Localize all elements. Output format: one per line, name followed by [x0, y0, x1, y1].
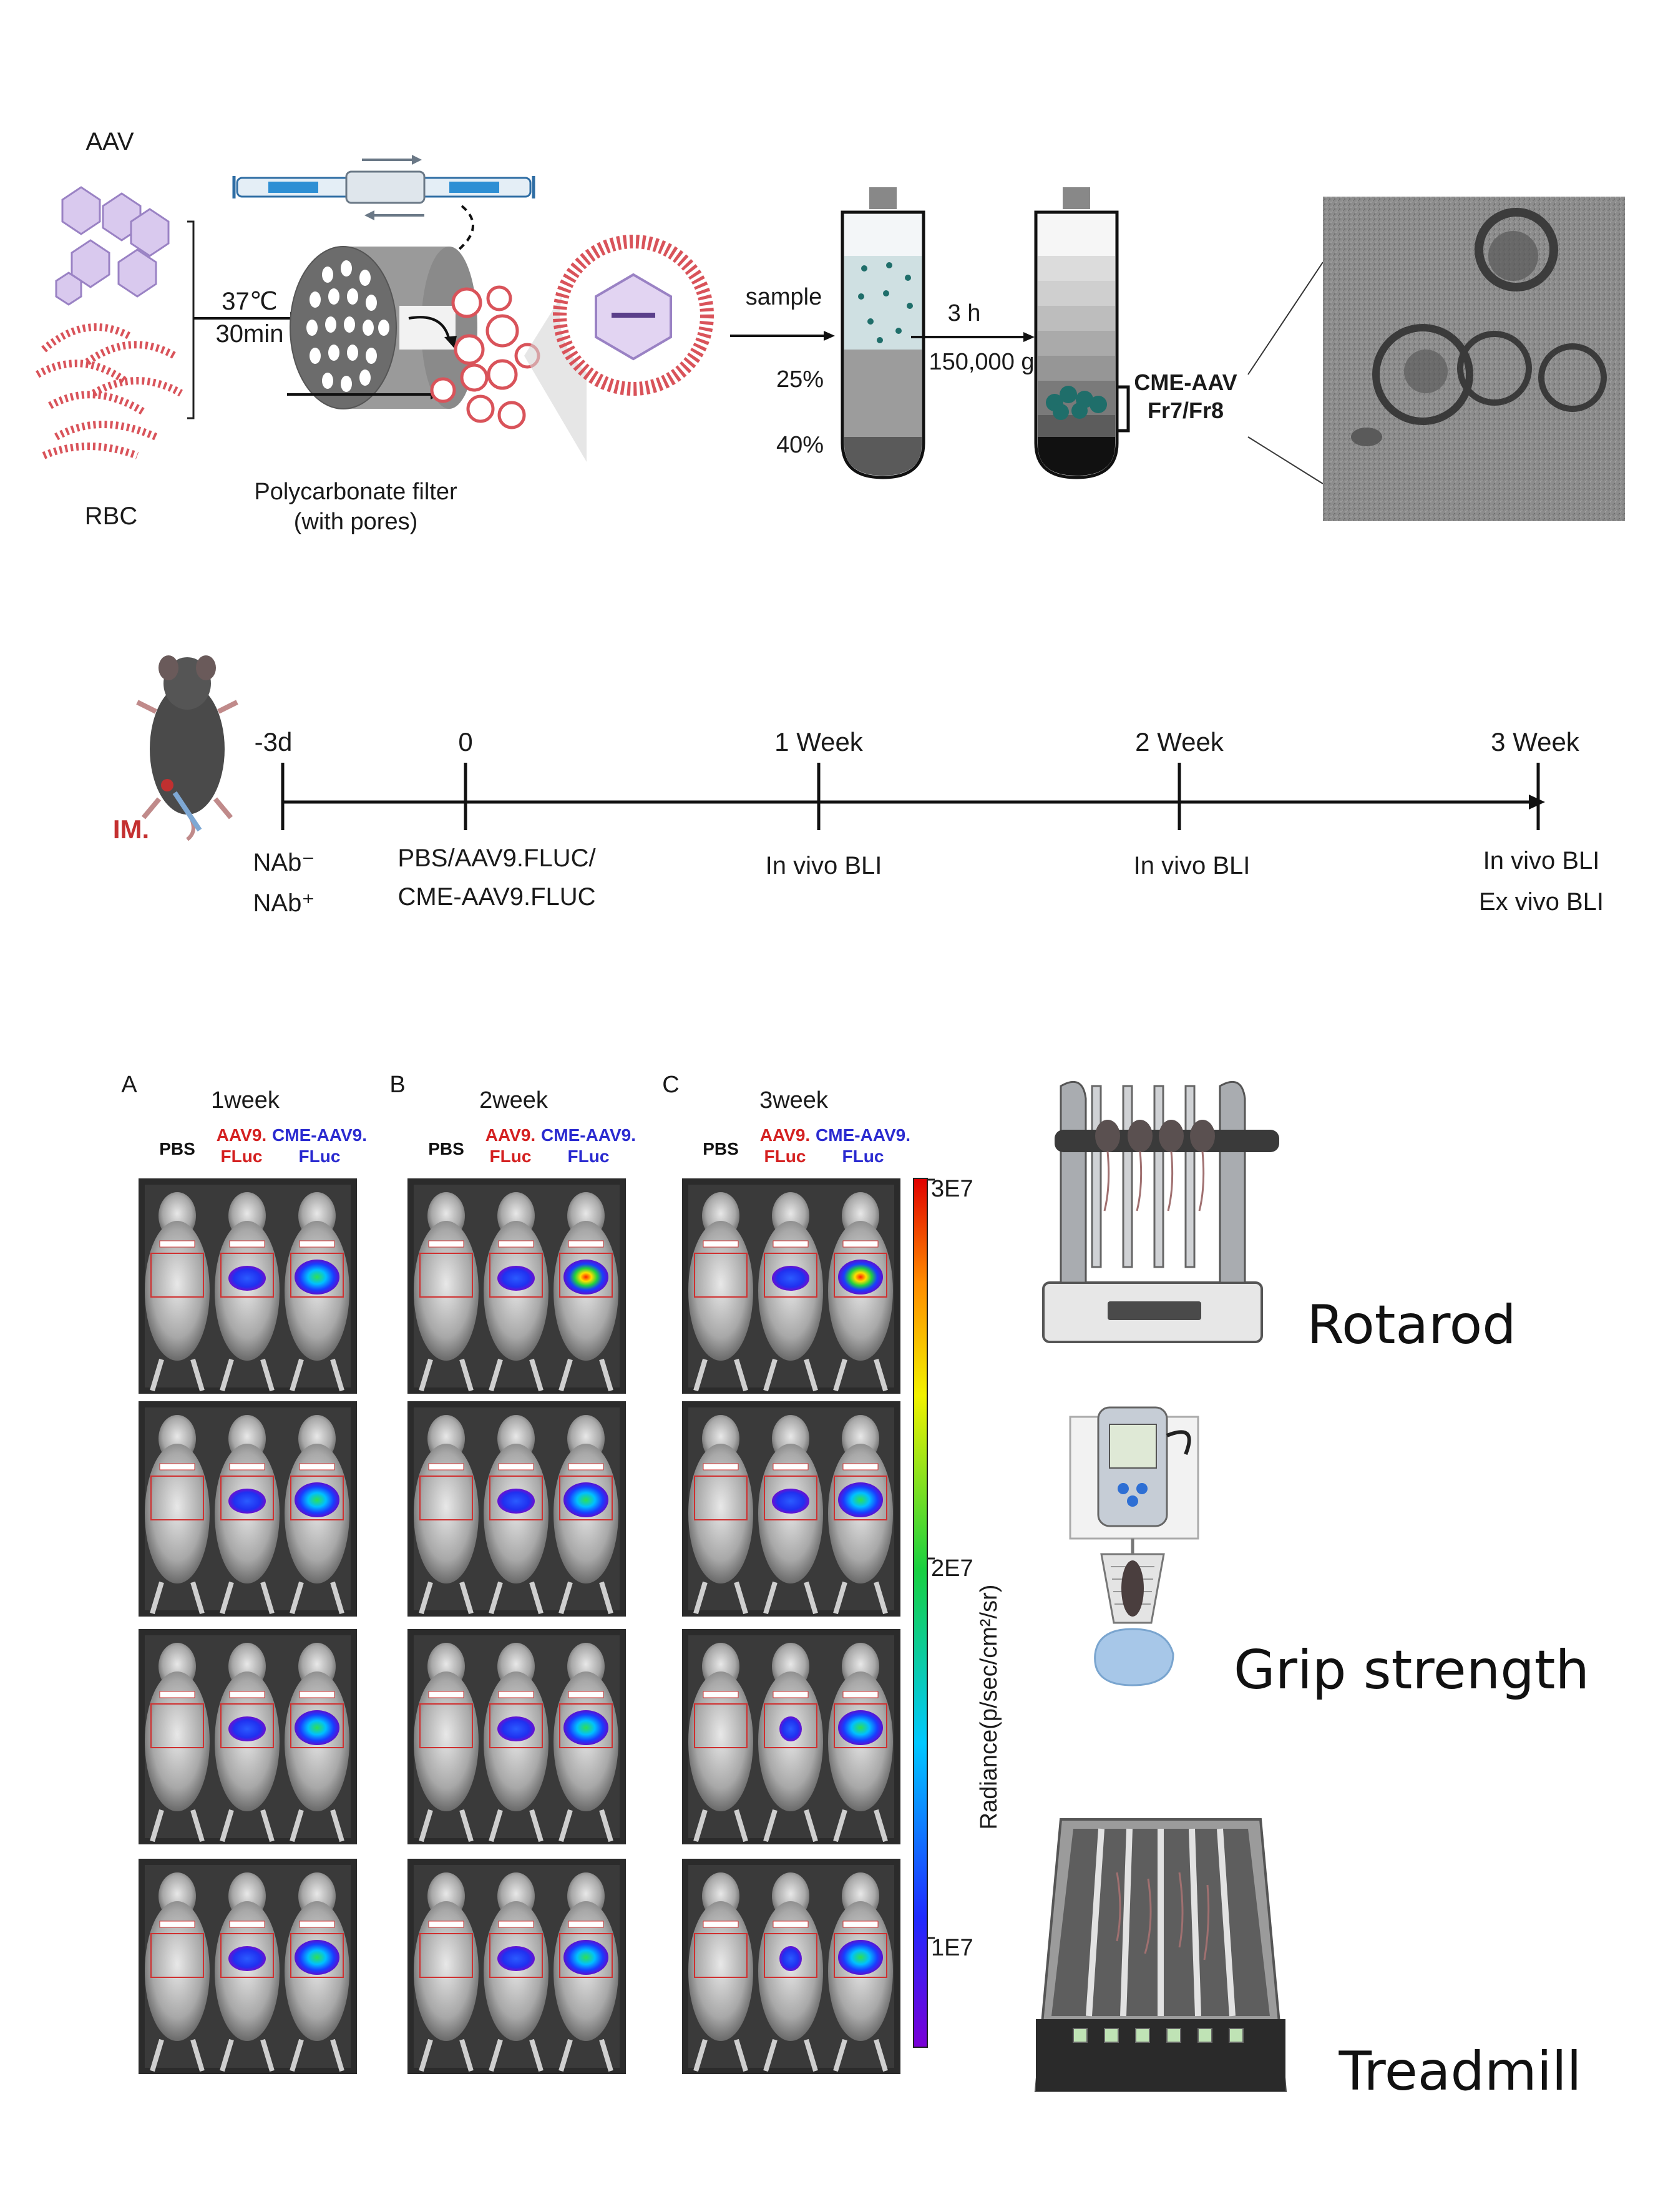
colorbar-max-label: 3E7 [931, 1176, 973, 1202]
grip-strength-label: Grip strength [1234, 1639, 1589, 1701]
bli-image [682, 1859, 900, 2074]
treadmill-apparatus [1034, 1818, 1287, 2092]
group-header-set: PBS AAV9. FLuc CME-AAV9. FLuc [159, 1125, 367, 1166]
timepoint-detail: PBS/AAV9.FLUC/ [397, 844, 596, 872]
sample-label: sample [746, 284, 822, 310]
group-label-cme: FLuc [842, 1147, 884, 1166]
timepoint-detail: In vivo BLI [1134, 852, 1251, 879]
timepoint-label: 1 Week [774, 727, 864, 756]
tem-micrograph [1323, 197, 1625, 521]
timepoint-detail: NAb⁻ [253, 849, 315, 876]
temp-label: 37℃ [222, 288, 277, 315]
gradient-tube-before [841, 187, 925, 479]
rotarod-apparatus [1042, 1080, 1279, 1343]
bli-image [682, 1178, 900, 1394]
aav-particles [55, 186, 170, 306]
rotarod-label: Rotarod [1307, 1294, 1516, 1356]
panel-title: 2week [479, 1087, 549, 1113]
group-header-set: PBS AAV9. FLuc CME-AAV9. FLuc [428, 1125, 636, 1166]
grip-strength-apparatus [1069, 1406, 1199, 1686]
rbc-cluster [36, 323, 183, 459]
fraction-title: CME-AAV [1134, 369, 1237, 395]
timepoint-label: 2 Week [1135, 727, 1224, 756]
bli-image [139, 1401, 357, 1617]
timeline-ticks [281, 763, 1540, 830]
bracket [187, 220, 195, 419]
group-label-cme: FLuc [299, 1147, 341, 1166]
bli-image [407, 1859, 626, 2074]
bli-image [682, 1629, 900, 1844]
panel-letter: A [121, 1072, 137, 1098]
bli-image [139, 1629, 357, 1844]
timepoint-detail: NAb⁺ [253, 889, 315, 917]
syringe-extruder [232, 155, 535, 282]
treadmill-label: Treadmill [1338, 2040, 1581, 2103]
timepoint-detail: CME-AAV9.FLUC [397, 883, 595, 911]
behavior-section: Rotarod Grip strength [1034, 1080, 1589, 2103]
colorbar-axis-label: Radiance(p/sec/cm²/sr) [976, 1585, 1002, 1830]
timepoint-detail: In vivo BLI [1483, 847, 1600, 874]
colorbar-mid-label: 2E7 [931, 1555, 973, 1582]
pct40-label: 40% [776, 432, 824, 458]
group-label-cme: CME-AAV9. [816, 1125, 910, 1145]
bli-image [407, 1178, 626, 1394]
group-headers: PBS AAV9. FLuc CME-AAV9. FLuc PBS AAV9. FLuc CME… [159, 1125, 910, 1166]
filter-label-line2: (with pores) [294, 509, 418, 535]
panel-title: 3week [759, 1087, 829, 1113]
timepoint-detail: Ex vivo BLI [1479, 888, 1604, 916]
bli-image [407, 1629, 626, 1844]
injection-label: IM. [113, 815, 149, 844]
group-label-pbs: PBS [703, 1139, 739, 1158]
mouse-injection-icon [136, 655, 238, 841]
group-header-set: PBS AAV9. FLuc CME-AAV9. FLuc [703, 1125, 910, 1166]
pct25-label: 25% [776, 366, 824, 393]
fraction-sub: Fr7/Fr8 [1148, 398, 1224, 423]
vesicle-zoom [524, 235, 714, 462]
bli-image [682, 1401, 900, 1617]
group-label-aav: AAV9. [217, 1125, 266, 1145]
panel-title: 1week [211, 1087, 280, 1113]
panel-letter: C [662, 1072, 679, 1098]
rbc-label: RBC [85, 502, 137, 530]
centrifuge-speed: 150,000 g [929, 349, 1034, 375]
centrifuge-time: 3 h [948, 300, 981, 326]
timepoint-label: 0 [458, 727, 472, 756]
timepoint-label: -3d [255, 727, 293, 756]
timeline-section: IM. -3d 0 1 Week 2 Week 3 Week NAb⁻ NAb⁺… [113, 655, 1604, 917]
polycarbonate-filter-icon [287, 246, 477, 409]
filter-label-line1: Polycarbonate filter [254, 479, 457, 505]
vesicles-output [408, 285, 540, 429]
bli-section: A B C 1week 2week 3week PBS AAV9. FLuc CME-… [121, 1072, 1002, 2074]
colorbar: 3E7 2E7 1E7 Radiance(p/sec/cm²/sr) [913, 1176, 1002, 2048]
bli-image [139, 1178, 357, 1394]
group-label-aav: AAV9. [485, 1125, 535, 1145]
group-label-cme: CME-AAV9. [272, 1125, 367, 1145]
colorbar-gradient [913, 1178, 928, 2048]
gradient-tube-after [1034, 187, 1130, 479]
time-label: 30min [216, 320, 284, 348]
group-label-aav: FLuc [221, 1147, 263, 1166]
group-label-pbs: PBS [428, 1139, 464, 1158]
aav-label: AAV [85, 128, 134, 155]
group-label-aav: FLuc [490, 1147, 532, 1166]
workflow-section: AAV RBC 37℃ 30min [36, 128, 1625, 535]
group-label-aav: FLuc [764, 1147, 806, 1166]
group-label-pbs: PBS [159, 1139, 195, 1158]
group-label-aav: AAV9. [760, 1125, 810, 1145]
group-label-cme: CME-AAV9. [541, 1125, 636, 1145]
colorbar-min-label: 1E7 [931, 1935, 973, 1961]
bli-image-grid [139, 1178, 900, 2074]
group-label-cme: FLuc [568, 1147, 610, 1166]
bli-image [139, 1859, 357, 2074]
timepoint-detail: In vivo BLI [766, 852, 882, 879]
bli-image [407, 1401, 626, 1617]
timepoint-label: 3 Week [1491, 727, 1580, 756]
panel-letter: B [389, 1072, 405, 1098]
